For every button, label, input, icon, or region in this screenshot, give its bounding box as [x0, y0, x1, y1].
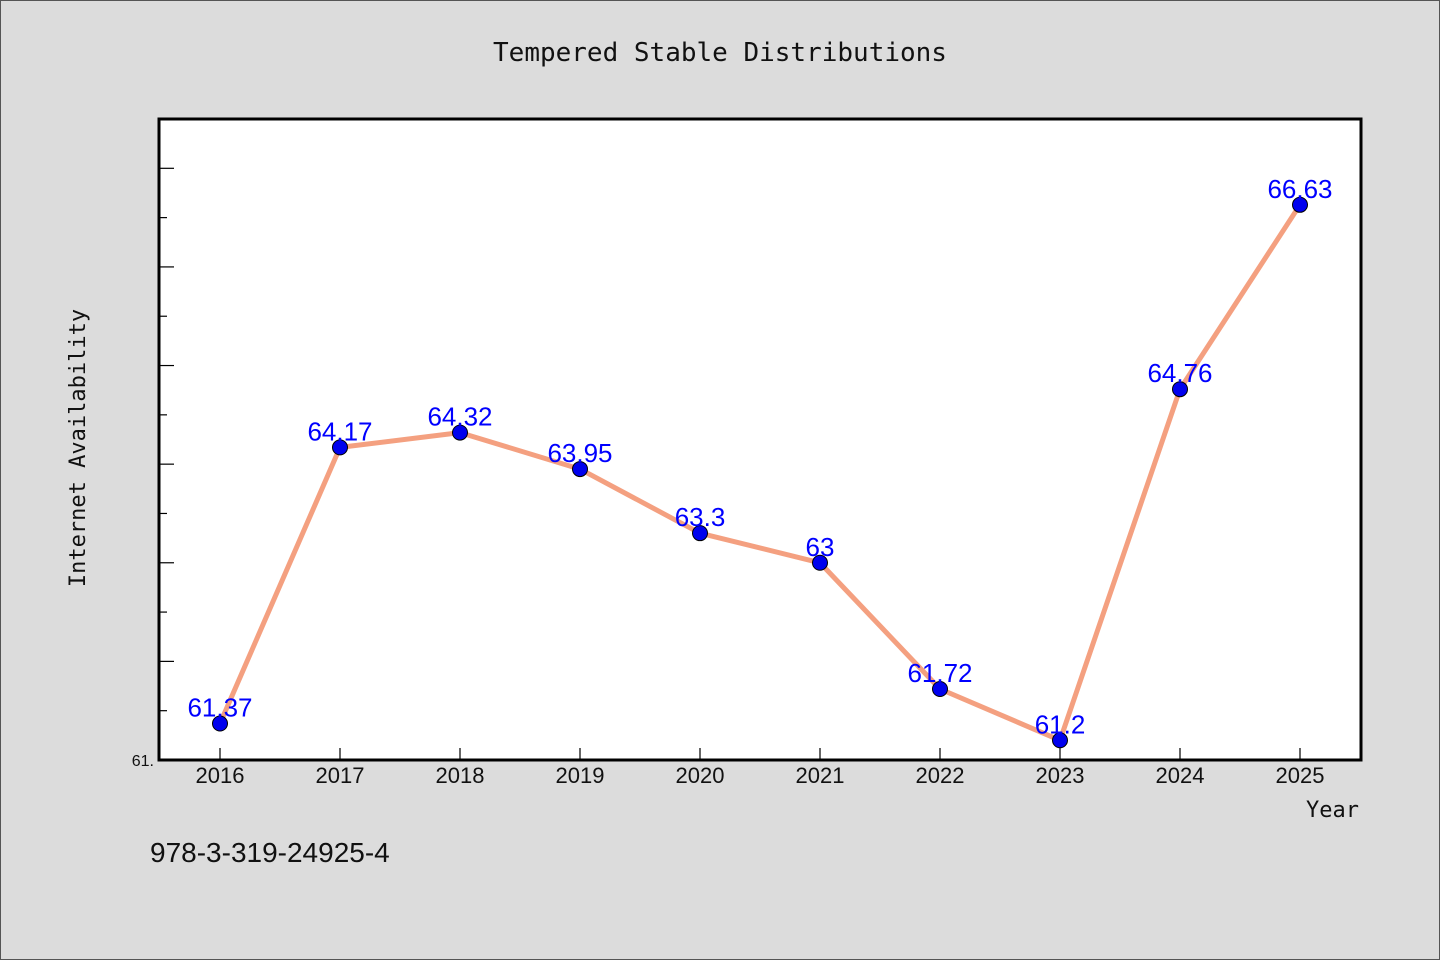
data-point	[812, 554, 828, 571]
data-label: 64.32	[427, 402, 492, 432]
x-tick-label: 2016	[196, 763, 245, 788]
series-line	[217, 202, 1303, 743]
data-point	[452, 424, 468, 441]
data-point	[572, 461, 588, 478]
data-point	[1292, 196, 1308, 213]
data-label: 66.63	[1267, 174, 1332, 204]
y-axis-label: Internet Availability	[66, 309, 91, 587]
data-label: 64.17	[307, 416, 372, 446]
data-label: 61.2	[1035, 709, 1086, 739]
data-point	[1172, 381, 1188, 398]
data-label: 63.95	[547, 438, 612, 468]
x-tick-label: 2021	[796, 763, 845, 788]
data-label: 64.76	[1147, 358, 1212, 388]
x-axis-label: Year	[1306, 798, 1359, 823]
x-tick-label: 2023	[1036, 763, 1085, 788]
y-axis-ticks	[159, 118, 174, 761]
x-tick-label: 2020	[676, 763, 725, 788]
data-label: 61.72	[907, 658, 972, 688]
chart-title: Tempered Stable Distributions	[493, 38, 947, 68]
data-point	[1052, 732, 1068, 749]
x-tick-label: 2017	[316, 763, 365, 788]
footer-note: 978-3-319-24925-4	[150, 837, 390, 868]
data-label: 63.3	[675, 502, 726, 532]
data-point	[932, 680, 948, 697]
data-point	[212, 715, 228, 732]
x-tick-label: 2019	[556, 763, 605, 788]
data-point	[692, 525, 708, 542]
series-layer: 61.37 64.17 64.32 63.95 63.3 63 61.72 61.2 64.76…	[187, 174, 1333, 749]
x-tick-label: 2025	[1276, 763, 1325, 788]
y-tick-label: 61.	[132, 753, 154, 770]
data-label: 61.37	[187, 693, 252, 723]
x-tick-label: 2018	[436, 763, 485, 788]
x-axis-ticks: 2016 2017 2018 2019 2020 2021 2022 2023 2024 2025	[196, 748, 1325, 788]
data-point	[332, 439, 348, 456]
x-tick-label: 2022	[916, 763, 965, 788]
data-label: 63	[806, 532, 835, 562]
x-tick-label: 2024	[1156, 763, 1205, 788]
